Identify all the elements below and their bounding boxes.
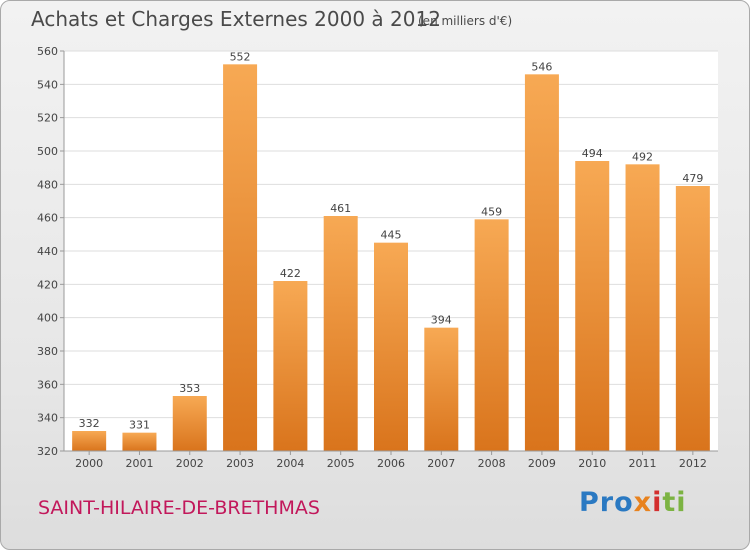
y-tick-label: 560 — [37, 45, 58, 58]
bar-2012 — [675, 186, 710, 451]
bar-2001 — [122, 432, 157, 451]
x-tick-label: 2001 — [125, 457, 153, 470]
y-tick-label: 360 — [37, 378, 58, 391]
chart-title: Achats et Charges Externes 2000 à 2012 — [31, 7, 441, 31]
x-tick-label: 2007 — [427, 457, 455, 470]
y-tick-label: 440 — [37, 245, 58, 258]
bar-2008 — [474, 219, 509, 451]
bar-2006 — [374, 242, 408, 451]
y-tick-label: 420 — [37, 278, 58, 291]
y-tick-label: 460 — [37, 212, 58, 225]
bar-value-label: 459 — [481, 205, 502, 218]
bar-2011 — [625, 164, 660, 452]
x-tick-label: 2006 — [377, 457, 405, 470]
y-tick-label: 320 — [37, 445, 58, 458]
bar-2010 — [575, 161, 610, 451]
bar-2000 — [72, 431, 107, 451]
x-tick-label: 2009 — [528, 457, 556, 470]
y-tick-label: 400 — [37, 312, 58, 325]
bar-value-label: 445 — [381, 229, 402, 242]
bar-value-label: 494 — [582, 147, 603, 160]
bar-2004 — [273, 281, 308, 451]
bar-value-label: 394 — [431, 314, 452, 327]
x-tick-label: 2000 — [75, 457, 103, 470]
bar-value-label: 461 — [330, 202, 351, 215]
y-tick-label: 540 — [37, 78, 58, 91]
bar-value-label: 422 — [280, 267, 301, 280]
bar-2003 — [223, 64, 258, 452]
bar-value-label: 479 — [682, 172, 703, 185]
x-tick-label: 2003 — [226, 457, 254, 470]
bar-2007 — [424, 327, 459, 451]
commune-name: SAINT-HILAIRE-DE-BRETHMAS — [38, 497, 320, 519]
bar-value-label: 546 — [531, 60, 552, 73]
y-tick-label: 380 — [37, 345, 58, 358]
y-tick-label: 500 — [37, 145, 58, 158]
x-tick-label: 2008 — [478, 457, 506, 470]
bar-value-label: 492 — [632, 150, 653, 163]
bar-2009 — [524, 74, 559, 451]
x-tick-label: 2011 — [629, 457, 657, 470]
y-tick-label: 480 — [37, 178, 58, 191]
x-tick-label: 2004 — [276, 457, 304, 470]
bar-2002 — [172, 396, 207, 451]
bar-value-label: 332 — [79, 417, 100, 430]
x-tick-label: 2002 — [176, 457, 204, 470]
chart-subtitle: (en milliers d'€) — [418, 14, 513, 28]
bar-2005 — [323, 216, 358, 451]
x-tick-label: 2012 — [679, 457, 707, 470]
bar-value-label: 331 — [129, 419, 150, 432]
y-tick-label: 340 — [37, 412, 58, 425]
bar-value-label: 353 — [179, 382, 200, 395]
bar-value-label: 552 — [230, 50, 251, 63]
y-tick-label: 520 — [37, 112, 58, 125]
x-tick-label: 2005 — [327, 457, 355, 470]
proxiti-logo: Proxiti — [579, 487, 687, 518]
x-tick-label: 2010 — [578, 457, 606, 470]
